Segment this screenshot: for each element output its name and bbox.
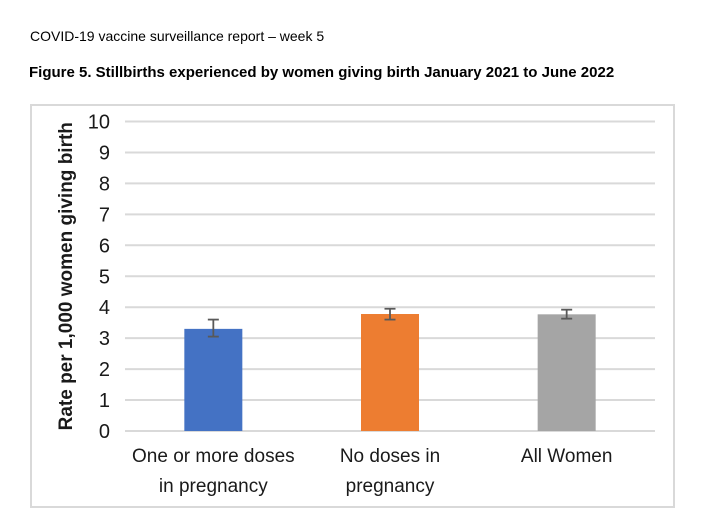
y-tick-label: 5 bbox=[99, 266, 110, 288]
figure-title: Figure 5. Stillbirths experienced by wom… bbox=[29, 64, 615, 81]
y-tick-label: 9 bbox=[99, 142, 110, 164]
x-tick-label: One or more doses in pregnancy bbox=[132, 446, 295, 497]
y-tick-label: 6 bbox=[99, 235, 110, 257]
stillbirth-rate-bar-chart: 0 1 2 3 4 5 6 7 8 9 10 Rate per 1,000 women giving … bbox=[56, 112, 655, 497]
y-tick-label: 2 bbox=[99, 359, 110, 381]
x-tick-label: No doses in pregnancy bbox=[340, 446, 440, 497]
chart-frame: 0 1 2 3 4 5 6 7 8 9 10 Rate per 1,000 women giving … bbox=[30, 104, 675, 508]
x-tick-label: All Women bbox=[521, 446, 613, 467]
y-tick-label: 8 bbox=[99, 173, 110, 195]
y-tick-label: 10 bbox=[88, 112, 110, 134]
report-header: COVID-19 vaccine surveillance report – w… bbox=[30, 28, 325, 44]
y-tick-label: 3 bbox=[99, 328, 110, 350]
bar bbox=[537, 314, 596, 431]
bar bbox=[184, 328, 243, 431]
y-tick-label: 1 bbox=[99, 390, 110, 412]
y-tick-label: 4 bbox=[99, 297, 110, 319]
y-axis-title: Rate per 1,000 women giving birth bbox=[56, 122, 77, 430]
y-tick-label: 7 bbox=[99, 204, 110, 226]
y-tick-label: 0 bbox=[99, 421, 110, 443]
bar bbox=[361, 314, 419, 431]
